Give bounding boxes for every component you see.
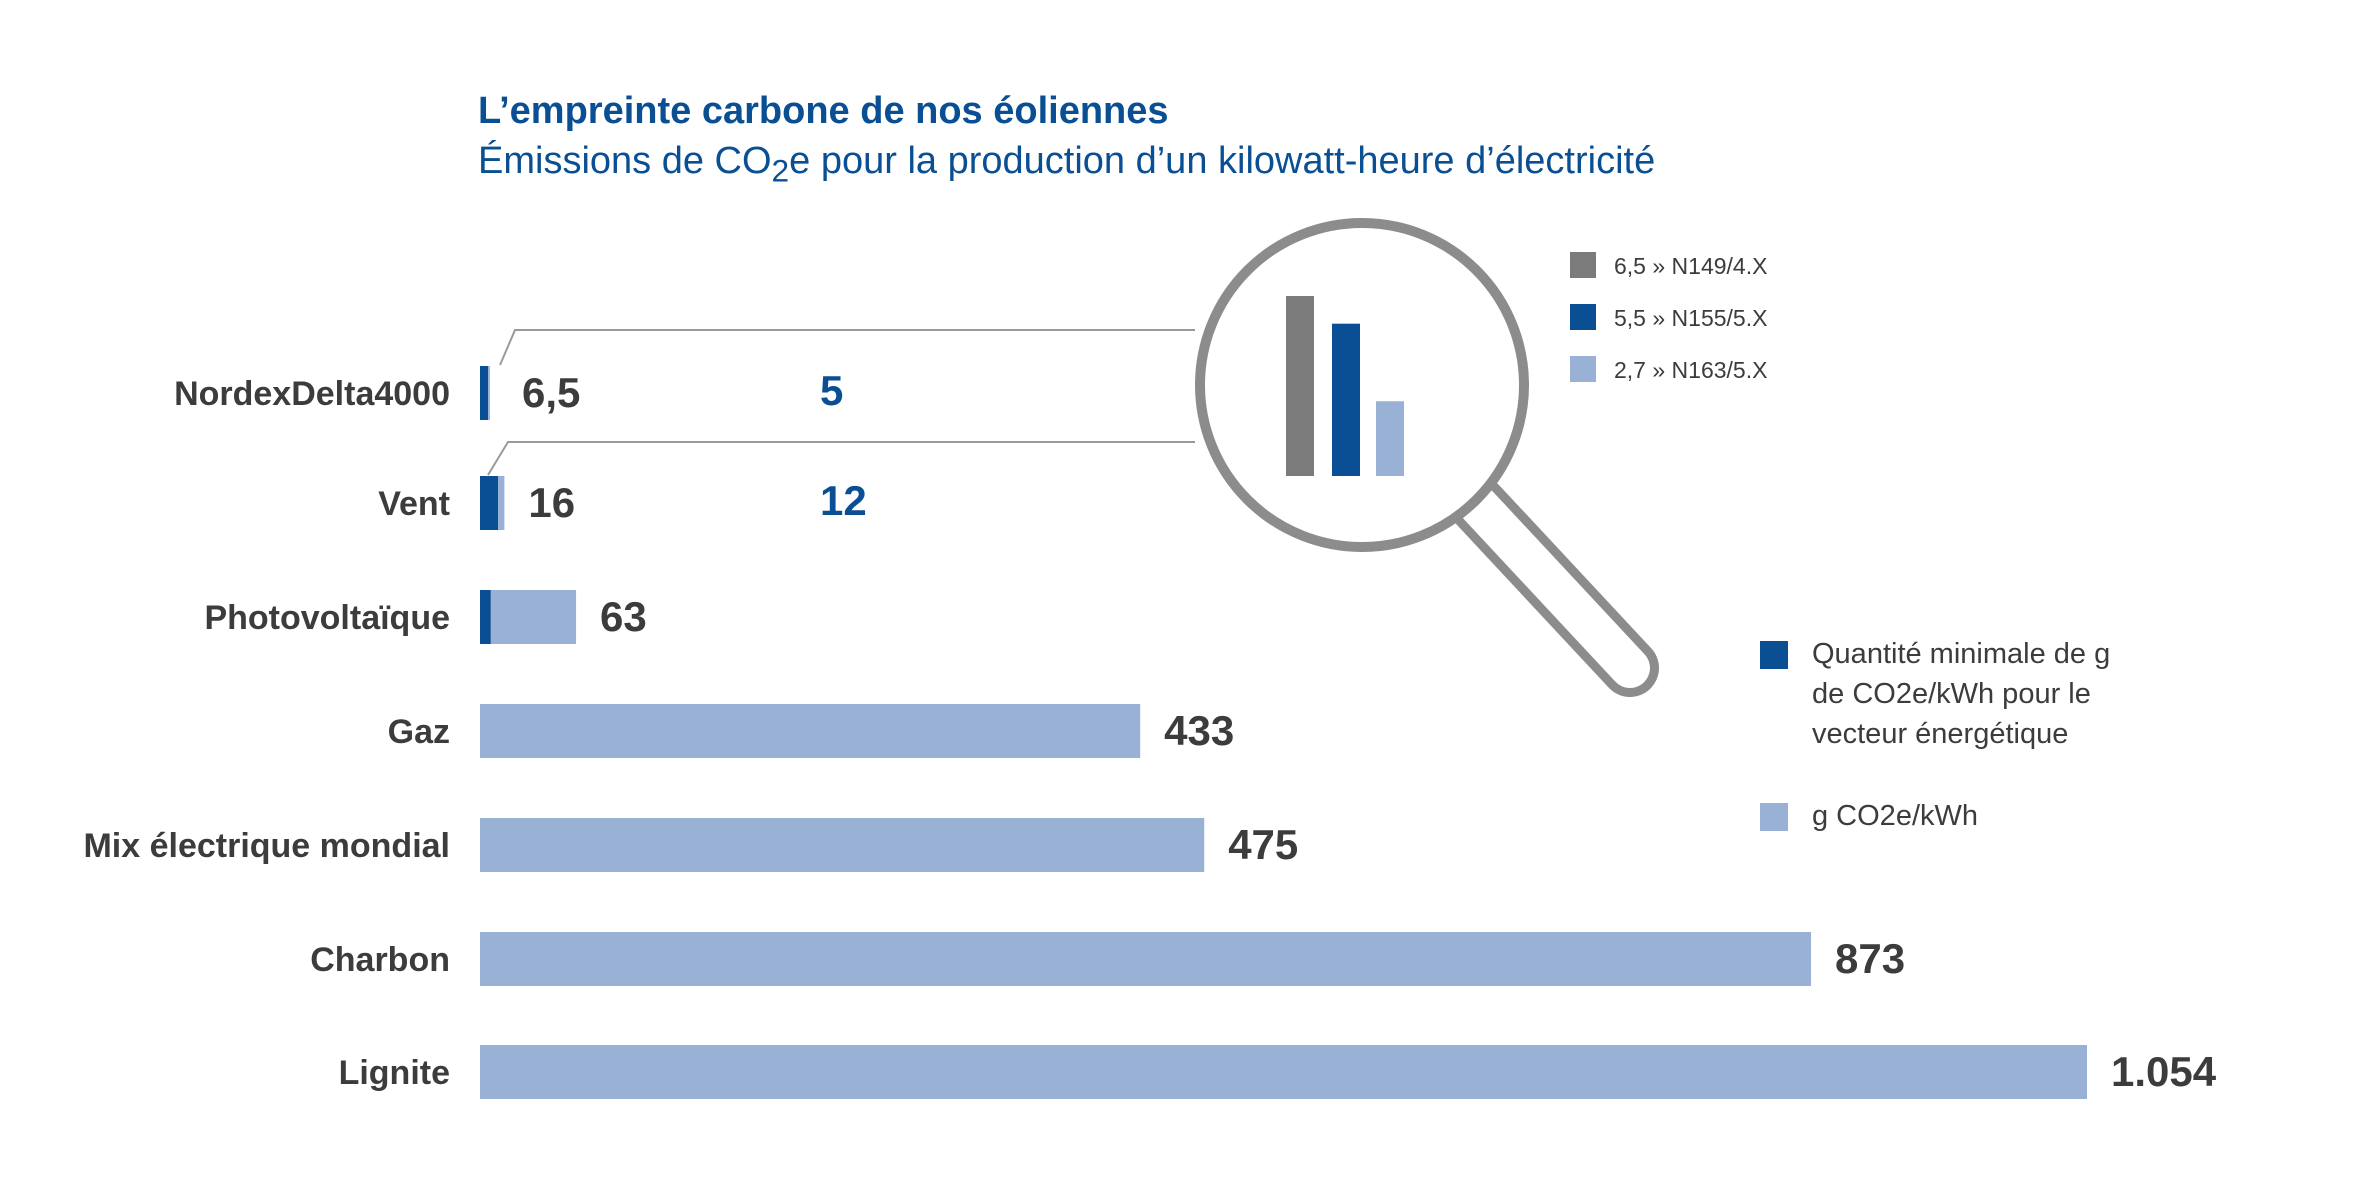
chart-title: L’empreinte carbone de nos éoliennes (478, 90, 1169, 132)
inset-bar-0 (1286, 296, 1314, 476)
inset-legend-swatch-1 (1570, 304, 1596, 330)
inset-bar-1 (1332, 323, 1360, 476)
legend-label: g CO2e/kWh (1812, 800, 1978, 832)
bar-6 (480, 1045, 2087, 1099)
subtitle-subscript: 2 (771, 152, 790, 189)
category-label: Vent (378, 485, 450, 523)
value-label: 63 (600, 593, 647, 640)
bar-5 (480, 932, 1812, 986)
category-label: Lignite (339, 1054, 450, 1092)
inset-bar-2 (1376, 401, 1404, 476)
category-label: Mix électrique mondial (83, 827, 450, 865)
bar-4 (480, 818, 1205, 872)
min-value-label: 12 (820, 477, 867, 524)
value-label: 6,5 (522, 369, 580, 416)
min-bar-0 (480, 366, 488, 420)
chart-subtitle: Émissions de CO2e pour la production d’u… (478, 140, 1655, 190)
value-label: 1.054 (2111, 1048, 2217, 1095)
legend-label: de CO2e/kWh pour le (1812, 678, 2091, 710)
category-label: Gaz (388, 713, 450, 751)
value-label: 16 (528, 479, 575, 526)
connector-line (499, 329, 1195, 366)
subtitle-pre: Émissions de CO (478, 140, 772, 182)
legend-label: vecteur énergétique (1812, 718, 2068, 750)
inset-legend-label: 6,5 » N149/4.X (1614, 253, 1767, 279)
inset-legend-label: 2,7 » N163/5.X (1614, 357, 1767, 383)
category-label: NordexDelta4000 (174, 375, 450, 413)
min-bar-1 (480, 476, 498, 530)
category-label: Charbon (310, 941, 450, 979)
inset-legend-swatch-2 (1570, 356, 1596, 382)
magnifier-handle-inner (1458, 485, 1650, 688)
value-label: 433 (1164, 707, 1234, 754)
legend-swatch-1 (1760, 803, 1788, 831)
min-value-label: 5 (820, 367, 843, 414)
min-bar-2 (480, 590, 491, 644)
legend-swatch-0 (1760, 641, 1788, 669)
connector-line (487, 441, 1195, 476)
value-label: 873 (1835, 935, 1905, 982)
inset-legend-label: 5,5 » N155/5.X (1614, 305, 1767, 331)
subtitle-post: e pour la production d’un kilowatt-heure… (789, 140, 1656, 182)
inset-legend-swatch-0 (1570, 252, 1596, 278)
magnifier-lens (1195, 218, 1529, 552)
legend-label: Quantité minimale de g (1812, 638, 2110, 670)
value-label: 475 (1228, 821, 1298, 868)
bar-3 (480, 704, 1141, 758)
bar-2 (480, 590, 577, 644)
category-label: Photovoltaïque (204, 599, 450, 637)
